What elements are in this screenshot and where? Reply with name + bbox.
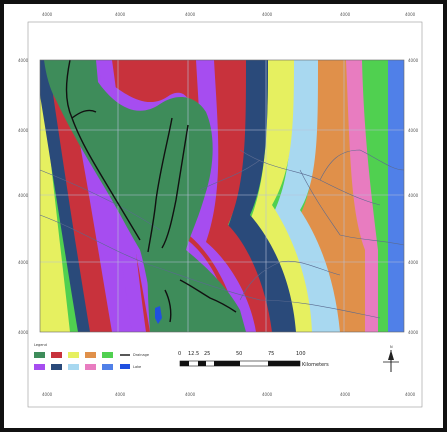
scale-label-4: 75 (268, 351, 274, 357)
x-tick-labels-top: 4000 4000 4000 4000 4000 4000 (42, 12, 416, 17)
graticule (40, 60, 404, 332)
scale-segment-4 (268, 361, 300, 366)
x-tick-top-1: 4000 (42, 12, 53, 17)
y-tick-left-3: 4000 (18, 193, 29, 198)
x-tick-top-3: 4000 (185, 12, 196, 17)
legend-title: Legend (34, 343, 47, 347)
scale-label-5: 100 (296, 351, 306, 357)
legend-swatch-3 (68, 352, 79, 358)
zone-yellow-left (40, 60, 70, 332)
zone-red-left (48, 60, 118, 332)
x-tick-bottom-2: 4000 (115, 392, 126, 397)
y-tick-left-1: 4000 (18, 58, 29, 63)
x-tick-bottom-4: 4000 (262, 392, 273, 397)
zone-blue (388, 60, 404, 332)
legend-swatch-7 (51, 364, 62, 370)
y-tick-labels-right: 4000 4000 4000 4000 4000 (408, 58, 419, 335)
legend-swatch-2 (51, 352, 62, 358)
legend-lake-swatch (120, 364, 130, 369)
x-tick-top-6: 4000 (405, 12, 416, 17)
scale-segment-2 (198, 361, 206, 366)
y-tick-right-4: 4000 (408, 260, 419, 265)
zone-lightblue (270, 60, 340, 332)
y-tick-left-4: 4000 (18, 260, 29, 265)
y-tick-right-3: 4000 (408, 193, 419, 198)
y-tick-right-1: 4000 (408, 58, 419, 63)
legend-swatch-6 (34, 364, 45, 370)
x-tick-bottom-1: 4000 (42, 392, 53, 397)
zone-red-right (200, 60, 272, 332)
map-boundary (39, 59, 405, 333)
y-tick-right-2: 4000 (408, 128, 419, 133)
legend-swatch-10 (102, 364, 113, 370)
scale-segment-1 (180, 361, 189, 366)
x-tick-top-5: 4000 (340, 12, 351, 17)
y-tick-right-5: 4000 (408, 330, 419, 335)
boundaries (39, 149, 405, 319)
scale-label-1: 12.5 (188, 351, 199, 357)
scale-label-2: 25 (204, 351, 210, 357)
x-tick-top-2: 4000 (115, 12, 126, 17)
legend-swatch-4 (85, 352, 96, 358)
legend-lake-label: Lake (133, 365, 141, 369)
legend: Legend Drainage Lake (34, 343, 149, 370)
y-tick-left-2: 4000 (18, 128, 29, 133)
x-tick-top-4: 4000 (262, 12, 273, 17)
drainage-lines (65, 59, 237, 323)
y-tick-left-5: 4000 (18, 330, 29, 335)
scale-label-3: 50 (236, 351, 242, 357)
scale-bar: 0 12.5 25 50 75 100 Kilometers (178, 351, 329, 368)
neatline (27, 21, 423, 408)
x-tick-bottom-3: 4000 (185, 392, 196, 397)
x-tick-labels-bottom: 4000 4000 4000 4000 4000 4000 (42, 392, 416, 397)
zone-green-core (44, 60, 246, 332)
y-tick-labels-left: 4000 4000 4000 4000 4000 (18, 58, 29, 335)
scale-label-0: 0 (178, 351, 181, 357)
lake-polygon (155, 306, 162, 324)
legend-swatches (34, 352, 113, 370)
zone-green-light (360, 60, 388, 332)
suitability-zones (40, 60, 404, 332)
north-label: N (390, 345, 393, 349)
legend-swatch-1 (34, 352, 45, 358)
scale-unit: Kilometers (302, 362, 329, 368)
legend-swatch-9 (85, 364, 96, 370)
x-tick-bottom-5: 4000 (340, 392, 351, 397)
x-tick-bottom-6: 4000 (405, 392, 416, 397)
legend-drainage-label: Drainage (133, 353, 149, 357)
scale-segment-3 (214, 361, 240, 366)
legend-swatch-5 (102, 352, 113, 358)
legend-swatch-8 (68, 364, 79, 370)
north-arrow-icon: N (383, 345, 399, 372)
zone-yellow (248, 60, 312, 332)
